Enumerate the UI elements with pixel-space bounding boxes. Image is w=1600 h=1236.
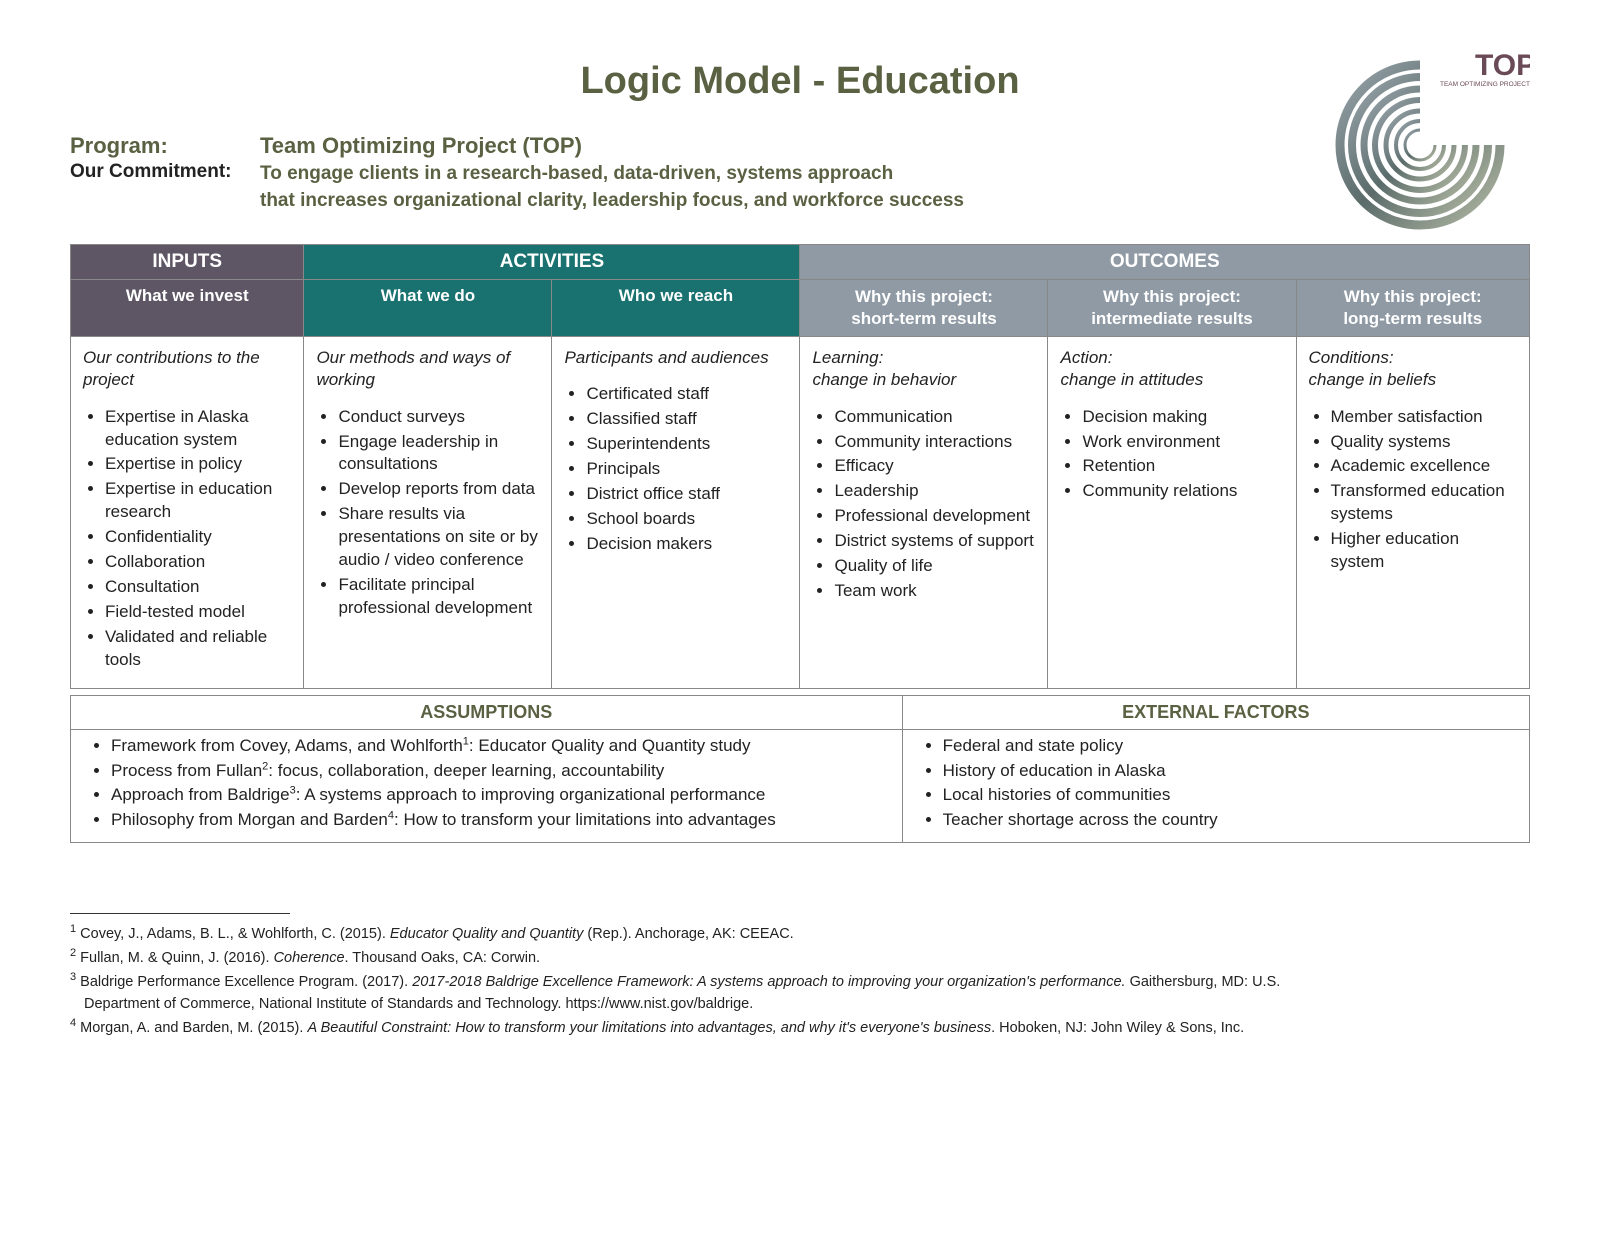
list-item: Academic excellence — [1331, 455, 1518, 478]
list-item: Superintendents — [586, 433, 787, 456]
list-item: Field-tested model — [105, 601, 291, 624]
list-item: History of education in Alaska — [943, 759, 1517, 784]
list-item: Principals — [586, 458, 787, 481]
list-item: Collaboration — [105, 551, 291, 574]
col-reach: Participants and audiences Certificated … — [552, 337, 800, 689]
list-item: Classified staff — [586, 408, 787, 431]
assumptions-header: ASSUMPTIONS — [71, 695, 903, 729]
list-item: Conduct surveys — [338, 406, 539, 429]
col-short: Learning: change in behavior Communicati… — [800, 337, 1048, 689]
subheader-reach: Who we reach — [552, 280, 800, 337]
col-inter: Action: change in attitudes Decision mak… — [1048, 337, 1296, 689]
list-item: Facilitate principal professional develo… — [338, 574, 539, 620]
list-inter: Decision makingWork environmentRetention… — [1060, 406, 1283, 504]
program-label: Program: — [70, 133, 260, 159]
header-inputs: INPUTS — [71, 245, 304, 280]
list-item: Confidentiality — [105, 526, 291, 549]
intro-inter: Action: change in attitudes — [1060, 347, 1283, 391]
list-item: Expertise in education research — [105, 478, 291, 524]
commitment-label: Our Commitment: — [70, 161, 260, 214]
footnote-separator — [70, 913, 290, 914]
list-item: Certificated staff — [586, 383, 787, 406]
list-item: Expertise in Alaska education system — [105, 406, 291, 452]
list-item: Engage leadership in consultations — [338, 431, 539, 477]
subheader-invest: What we invest — [71, 280, 304, 337]
intro-long: Conditions: change in beliefs — [1309, 347, 1518, 391]
list-item: Teacher shortage across the country — [943, 808, 1517, 833]
list-item: Approach from Baldrige3: A systems appro… — [111, 783, 890, 808]
top-logo: TOP TEAM OPTIMIZING PROJECT — [1310, 50, 1530, 230]
list-item: Leadership — [834, 480, 1035, 503]
subheader-do: What we do — [304, 280, 552, 337]
list-item: Validated and reliable tools — [105, 626, 291, 672]
list-item: Decision makers — [586, 533, 787, 556]
list-item: Retention — [1082, 455, 1283, 478]
footnote-1: 1 Covey, J., Adams, B. L., & Wohlforth, … — [70, 922, 1530, 945]
external-list: Federal and state policyHistory of educa… — [915, 734, 1517, 833]
list-item: Higher education system — [1331, 528, 1518, 574]
list-invest: Expertise in Alaska education systemExpe… — [83, 406, 291, 672]
logic-model-table: INPUTS ACTIVITIES OUTCOMES What we inves… — [70, 244, 1530, 689]
list-item: Develop reports from data — [338, 478, 539, 501]
program-value: Team Optimizing Project (TOP) — [260, 133, 582, 159]
commitment-value: To engage clients in a research-based, d… — [260, 161, 964, 214]
list-item: Communication — [834, 406, 1035, 429]
list-item: School boards — [586, 508, 787, 531]
list-item: Transformed education systems — [1331, 480, 1518, 526]
list-item: Work environment — [1082, 431, 1283, 454]
list-item: Quality of life — [834, 555, 1035, 578]
list-item: Local histories of communities — [943, 783, 1517, 808]
list-item: Member satisfaction — [1331, 406, 1518, 429]
list-item: Community interactions — [834, 431, 1035, 454]
col-do: Our methods and ways of working Conduct … — [304, 337, 552, 689]
footnote-3: 3 Baldrige Performance Excellence Progra… — [70, 970, 1530, 993]
col-long: Conditions: change in beliefs Member sat… — [1296, 337, 1530, 689]
footnote-4: 4 Morgan, A. and Barden, M. (2015). A Be… — [70, 1016, 1530, 1039]
list-do: Conduct surveysEngage leadership in cons… — [316, 406, 539, 620]
col-invest: Our contributions to the project Experti… — [71, 337, 304, 689]
assumptions-cell: Framework from Covey, Adams, and Wohlfor… — [71, 729, 903, 843]
external-cell: Federal and state policyHistory of educa… — [902, 729, 1529, 843]
intro-invest: Our contributions to the project — [83, 347, 291, 391]
table-subheader-row: What we invest What we do Who we reach W… — [71, 280, 1530, 337]
list-item: District office staff — [586, 483, 787, 506]
list-item: Process from Fullan2: focus, collaborati… — [111, 759, 890, 784]
intro-short: Learning: change in behavior — [812, 347, 1035, 391]
subheader-inter: Why this project: intermediate results — [1048, 280, 1296, 337]
list-item: District systems of support — [834, 530, 1035, 553]
list-item: Quality systems — [1331, 431, 1518, 454]
subheader-long: Why this project: long-term results — [1296, 280, 1530, 337]
table-content-row: Our contributions to the project Experti… — [71, 337, 1530, 689]
intro-do: Our methods and ways of working — [316, 347, 539, 391]
logo-tagline: TEAM OPTIMIZING PROJECT — [1440, 81, 1530, 88]
table-header-row: INPUTS ACTIVITIES OUTCOMES — [71, 245, 1530, 280]
bottom-table: ASSUMPTIONS EXTERNAL FACTORS Framework f… — [70, 695, 1530, 844]
header-outcomes: OUTCOMES — [800, 245, 1530, 280]
list-item: Framework from Covey, Adams, and Wohlfor… — [111, 734, 890, 759]
list-item: Decision making — [1082, 406, 1283, 429]
footnotes: 1 Covey, J., Adams, B. L., & Wohlforth, … — [70, 922, 1530, 1038]
footnote-3b: Department of Commerce, National Institu… — [70, 994, 1530, 1015]
list-item: Expertise in policy — [105, 453, 291, 476]
list-item: Share results via presentations on site … — [338, 503, 539, 572]
list-item: Efficacy — [834, 455, 1035, 478]
list-item: Federal and state policy — [943, 734, 1517, 759]
list-short: CommunicationCommunity interactionsEffic… — [812, 406, 1035, 604]
header-activities: ACTIVITIES — [304, 245, 800, 280]
list-item: Philosophy from Morgan and Barden4: How … — [111, 808, 890, 833]
logo-top-text: TOP — [1475, 50, 1530, 82]
list-reach: Certificated staffClassified staffSuperi… — [564, 383, 787, 556]
header-block: Logic Model - Education TOP TEAM OPTIM — [70, 60, 1530, 103]
external-header: EXTERNAL FACTORS — [902, 695, 1529, 729]
list-long: Member satisfactionQuality systemsAcadem… — [1309, 406, 1518, 575]
list-item: Consultation — [105, 576, 291, 599]
subheader-short: Why this project: short-term results — [800, 280, 1048, 337]
intro-reach: Participants and audiences — [564, 347, 787, 369]
list-item: Professional development — [834, 505, 1035, 528]
footnote-2: 2 Fullan, M. & Quinn, J. (2016). Coheren… — [70, 946, 1530, 969]
list-item: Team work — [834, 580, 1035, 603]
list-item: Community relations — [1082, 480, 1283, 503]
assumptions-list: Framework from Covey, Adams, and Wohlfor… — [83, 734, 890, 833]
